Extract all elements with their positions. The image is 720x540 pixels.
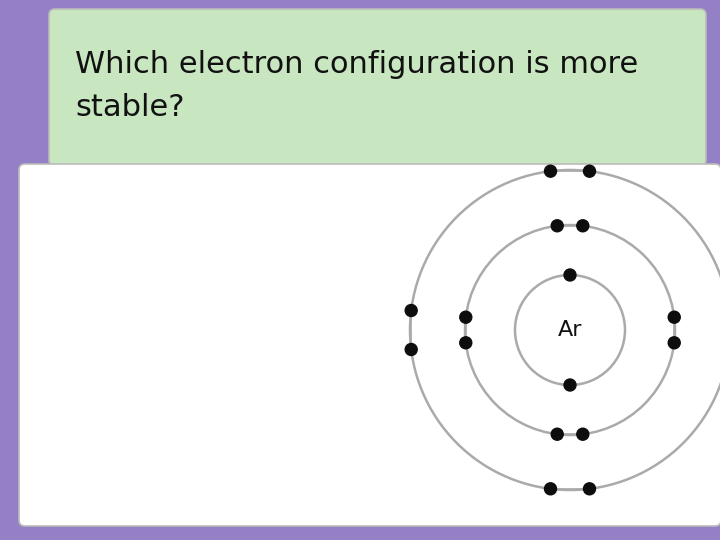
Circle shape — [583, 165, 595, 177]
Text: Ar: Ar — [558, 320, 582, 340]
Circle shape — [405, 305, 417, 316]
Circle shape — [577, 220, 589, 232]
Circle shape — [564, 379, 576, 391]
Circle shape — [552, 428, 563, 440]
Circle shape — [460, 337, 472, 349]
Circle shape — [460, 311, 472, 323]
Circle shape — [405, 343, 417, 355]
Text: Which electron configuration is more
stable?: Which electron configuration is more sta… — [75, 50, 638, 122]
Circle shape — [552, 220, 563, 232]
Circle shape — [564, 269, 576, 281]
Circle shape — [577, 428, 589, 440]
Circle shape — [668, 337, 680, 349]
FancyBboxPatch shape — [49, 9, 706, 166]
Circle shape — [668, 311, 680, 323]
FancyBboxPatch shape — [19, 164, 720, 526]
Circle shape — [544, 165, 557, 177]
Circle shape — [544, 483, 557, 495]
Circle shape — [583, 483, 595, 495]
